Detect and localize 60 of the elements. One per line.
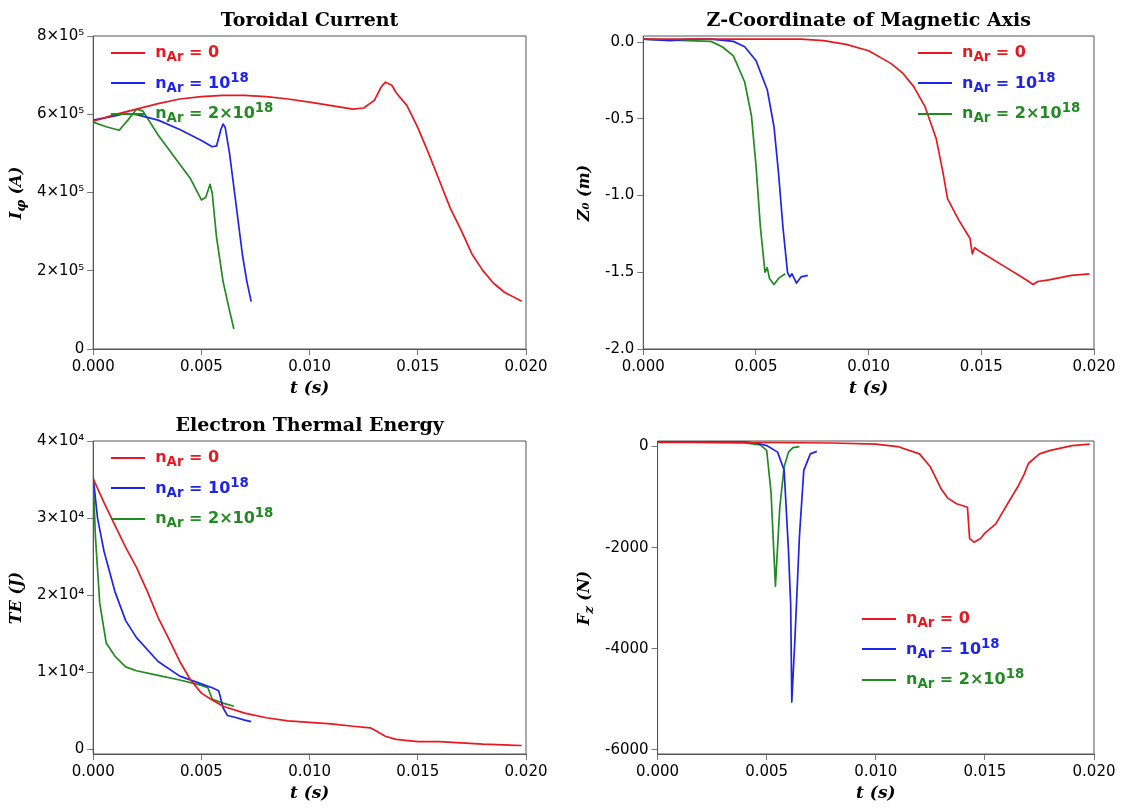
- chart-title: Electron Thermal Energy: [175, 413, 444, 435]
- legend-label: n$_{Ar}$ = 2×10$^{18}$: [155, 99, 274, 126]
- x-tick-label: 0.000: [621, 356, 665, 375]
- y-tick-label: 2×10⁵: [36, 260, 85, 279]
- legend-label: n$_{Ar}$ = 10$^{18}$: [962, 69, 1056, 95]
- y-axis-title: TE (J): [6, 571, 25, 624]
- x-tick-label: 0.005: [179, 761, 223, 780]
- y-tick-label: -1.0: [604, 185, 635, 204]
- x-tick-label: 0.015: [959, 356, 1003, 375]
- x-tick-label: 0.005: [745, 761, 789, 780]
- legend-label: n$_{Ar}$ = 10$^{18}$: [155, 69, 249, 95]
- legend-label: n$_{Ar}$ = 2×10$^{18}$: [962, 99, 1081, 126]
- chart-title: Toroidal Current: [220, 8, 399, 30]
- legend-label: n$_{Ar}$ = 0: [962, 42, 1026, 65]
- x-tick-label: 0.005: [179, 356, 223, 375]
- x-axis-title: t (s): [289, 782, 330, 802]
- x-tick-label: 0.020: [504, 356, 548, 375]
- legend-label: n$_{Ar}$ = 2×10$^{18}$: [155, 504, 274, 531]
- y-tick-label: 0: [74, 338, 85, 357]
- legend-label: n$_{Ar}$ = 0: [906, 608, 970, 631]
- x-tick-label: 0.015: [396, 356, 440, 375]
- x-tick-label: 0.020: [1072, 356, 1116, 375]
- y-tick-label: 1×10⁴: [36, 662, 85, 681]
- y-tick-label: 4×10⁵: [36, 182, 85, 201]
- y-tick-label: 0: [74, 739, 85, 758]
- x-tick-label: 0.000: [71, 761, 115, 780]
- legend-label: n$_{Ar}$ = 0: [155, 447, 220, 470]
- y-tick-label: -4000: [604, 638, 649, 657]
- y-tick-label: 0.0: [610, 32, 635, 51]
- x-tick-label: 0.000: [636, 761, 680, 780]
- x-tick-label: 0.010: [288, 356, 332, 375]
- x-tick-label: 0.010: [847, 356, 891, 375]
- x-tick-label: 0.020: [504, 761, 548, 780]
- x-axis-title: t (s): [856, 782, 896, 802]
- legend-label: n$_{Ar}$ = 0: [155, 42, 220, 65]
- y-tick-label: 6×10⁵: [36, 104, 85, 123]
- x-axis-title: t (s): [848, 377, 889, 397]
- x-tick-label: 0.010: [854, 761, 898, 780]
- y-tick-label: 8×10⁵: [36, 25, 85, 44]
- y-tick-label: 3×10⁴: [36, 507, 85, 526]
- legend-label: n$_{Ar}$ = 2×10$^{18}$: [906, 665, 1025, 692]
- x-tick-label: 0.015: [963, 761, 1007, 780]
- x-tick-label: 0.020: [1072, 761, 1116, 780]
- y-tick-label: 4×10⁴: [36, 430, 85, 449]
- y-tick-label: -0.5: [604, 108, 635, 127]
- y-tick-label: -2000: [604, 537, 649, 556]
- x-tick-label: 0.015: [396, 761, 440, 780]
- chart-title: Z-Coordinate of Magnetic Axis: [706, 8, 1031, 30]
- y-tick-label: -1.5: [604, 262, 635, 281]
- legend-label: n$_{Ar}$ = 10$^{18}$: [155, 474, 249, 500]
- x-tick-label: 0.010: [288, 761, 332, 780]
- legend-label: n$_{Ar}$ = 10$^{18}$: [906, 635, 1000, 661]
- x-axis-title: t (s): [289, 377, 330, 397]
- y-tick-label: -6000: [604, 739, 649, 758]
- y-tick-label: -2.0: [604, 338, 635, 357]
- x-tick-label: 0.005: [734, 356, 778, 375]
- x-tick-label: 0.000: [71, 356, 115, 375]
- y-axis-title: Z₀ (m): [574, 164, 593, 221]
- y-tick-label: 0: [639, 436, 649, 455]
- y-tick-label: 2×10⁴: [36, 585, 85, 604]
